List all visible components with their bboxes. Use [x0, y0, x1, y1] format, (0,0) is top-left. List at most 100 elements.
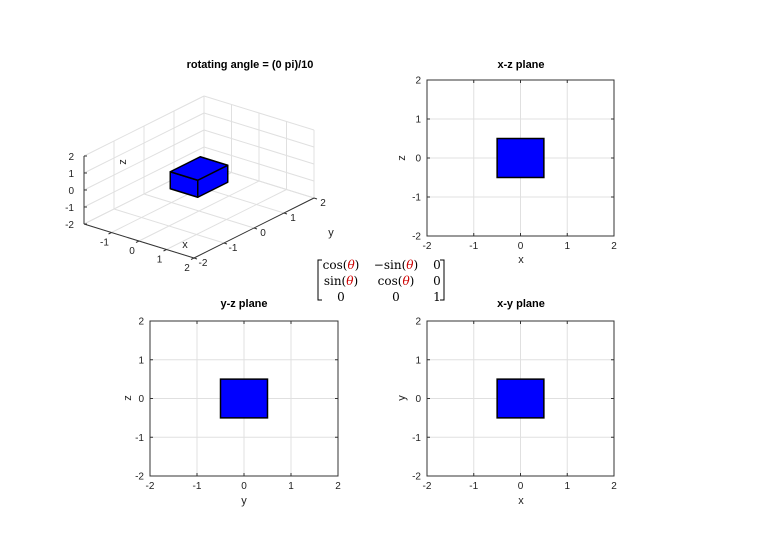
matrix-right-bracket: [440, 259, 445, 301]
xy-plane-title: x-y plane: [497, 298, 545, 310]
view-3d-wall-grid: [83, 112, 205, 174]
matrix-cell: 1: [433, 290, 441, 304]
view-3d-wall-grid: [83, 95, 205, 157]
xy-plane-xtick-label: 0: [518, 481, 524, 492]
cube-face-top: [169, 156, 229, 181]
view-3d-xtick-mark: [135, 240, 140, 243]
view-3d-ztick-label: 0: [68, 186, 74, 197]
matrix-cell-text: 1: [433, 290, 441, 304]
view-3d-floor-grid: [166, 189, 287, 250]
view-3d-axes: rotating angle = (0 pi)/10 -1 0 1 2 -2 -1 0 1 2 -…: [65, 59, 334, 274]
xz-plane-xlabel: x: [518, 254, 524, 266]
xy-plane-xtick-label: 1: [564, 481, 570, 492]
view-3d-ztick-label: -1: [65, 203, 74, 214]
view-3d-zlabel: z: [117, 159, 129, 165]
yz-plane-title: y-z plane: [220, 298, 267, 310]
matrix-cell: cos(θ): [323, 258, 360, 272]
xz-plane-xtick-label: 0: [518, 241, 524, 252]
xy-plane-ytick-label: -1: [412, 433, 421, 444]
xy-plane-xtick-label: -1: [469, 481, 478, 492]
matrix-cell-text: −sin(: [374, 258, 406, 272]
matrix-cell-text: cos(: [378, 274, 403, 288]
view-3d-ytick-mark: [223, 242, 228, 245]
view-3d-xtick-mark: [108, 232, 112, 235]
view-3d-wall-grid: [203, 95, 315, 131]
view-3d-xtick-label: 2: [184, 263, 190, 274]
matrix-left-bracket: [317, 259, 322, 301]
matrix-theta-symbol: θ: [346, 274, 354, 288]
yz-plane-xtick-label: -2: [146, 481, 155, 492]
yz-plane-ytick-label: 2: [138, 317, 144, 328]
view-3d-wall-grid: [203, 129, 315, 165]
view-3d-xlabel: x: [182, 239, 188, 251]
xz-plane-ytick-label: 1: [415, 115, 421, 126]
xy-plane-xlabel: x: [518, 495, 524, 507]
xy-plane-xtick-label: 2: [611, 481, 617, 492]
view-3d-ytick-mark: [253, 227, 258, 230]
view-3d-ztick-label: 1: [68, 169, 74, 180]
xz-plane-ytick-label: 0: [415, 154, 421, 165]
yz-plane-xlabel: y: [241, 495, 247, 507]
view-3d-ytick-mark: [283, 212, 288, 215]
matrix-cell-text: 0: [433, 258, 441, 272]
view-3d-xtick-label: 0: [129, 246, 135, 257]
view-3d-wall-grid: [83, 129, 205, 191]
view-3d-ztick-label: 2: [68, 152, 74, 163]
xz-plane-title: x-z plane: [497, 59, 544, 71]
xz-plane-axes: x-z plane -2 -1 0 1 2 -2 -1 0 1 2 x z: [396, 59, 617, 266]
xz-plane-ytick-label: 2: [415, 76, 421, 87]
view-3d-xtick-mark: [190, 257, 195, 260]
yz-plane-ytick-label: 0: [138, 394, 144, 405]
xz-plane-square: [496, 137, 545, 179]
view-3d-xtick-label: 1: [157, 255, 163, 266]
view-3d-xtick-label: -1: [100, 238, 109, 249]
view-3d-ylabel: y: [328, 227, 334, 239]
yz-plane-ylabel: z: [122, 395, 134, 401]
xz-plane-xtick-label: 2: [611, 241, 617, 252]
view-3d-floor-grid: [143, 193, 255, 229]
view-3d-ytick-label: -2: [199, 258, 208, 269]
xz-plane-xtick-label: -2: [423, 241, 432, 252]
view-3d-ytick-label: 2: [320, 198, 326, 209]
xy-plane-ytick-label: 0: [415, 394, 421, 405]
matrix-cell: 0: [337, 290, 345, 304]
xy-plane-axes: x-y plane -2 -1 0 1 2 -2 -1 0 1 2 x y: [396, 298, 617, 507]
matrix-cell-text: ): [353, 274, 358, 288]
yz-plane-xtick-label: 1: [288, 481, 294, 492]
matrix-cell-text: sin(: [324, 274, 346, 288]
xz-plane-ylabel: z: [396, 155, 408, 161]
yz-plane-ytick-label: -2: [135, 472, 144, 483]
xy-plane-square: [496, 378, 545, 419]
xy-plane-ylabel: y: [396, 395, 408, 401]
matrix-theta-symbol: θ: [406, 258, 414, 272]
yz-plane-xtick-label: 2: [335, 481, 341, 492]
xz-plane-xtick-label: -1: [469, 241, 478, 252]
yz-plane-axes: y-z plane -2 -1 0 1 2 -2 -1 0 1 2 y z: [122, 298, 341, 507]
xy-plane-xtick-label: -2: [423, 481, 432, 492]
view-3d-ytick-mark: [193, 257, 198, 260]
matrix-cell: 0: [392, 290, 400, 304]
xy-plane-ytick-label: 2: [415, 317, 421, 328]
matrix-cell-text: cos(: [323, 258, 348, 272]
view-3d-xtick-mark: [163, 249, 167, 252]
view-3d-title: rotating angle = (0 pi)/10: [187, 59, 314, 71]
yz-plane-ytick-label: -1: [135, 433, 144, 444]
matrix-cell-text: 0: [392, 290, 400, 304]
matrix-cell: 0: [433, 274, 441, 288]
matrix-cell: cos(θ): [378, 274, 415, 288]
matrix-cell-text: 0: [337, 290, 345, 304]
view-3d-ytick-label: 1: [290, 213, 296, 224]
xz-plane-xtick-label: 1: [564, 241, 570, 252]
view-3d-ytick-mark: [313, 197, 318, 200]
yz-plane-square: [219, 378, 269, 419]
xz-plane-ytick-label: -1: [412, 193, 421, 204]
xy-plane-ytick-label: 1: [415, 355, 421, 366]
yz-plane-xtick-label: 0: [241, 481, 247, 492]
matrix-cell-text: ): [414, 258, 419, 272]
xz-plane-ytick-label: -2: [412, 232, 421, 243]
matrix-cell-text: ): [355, 258, 360, 272]
view-3d-ytick-label: -1: [229, 243, 238, 254]
matrix-cell-text: 0: [433, 274, 441, 288]
